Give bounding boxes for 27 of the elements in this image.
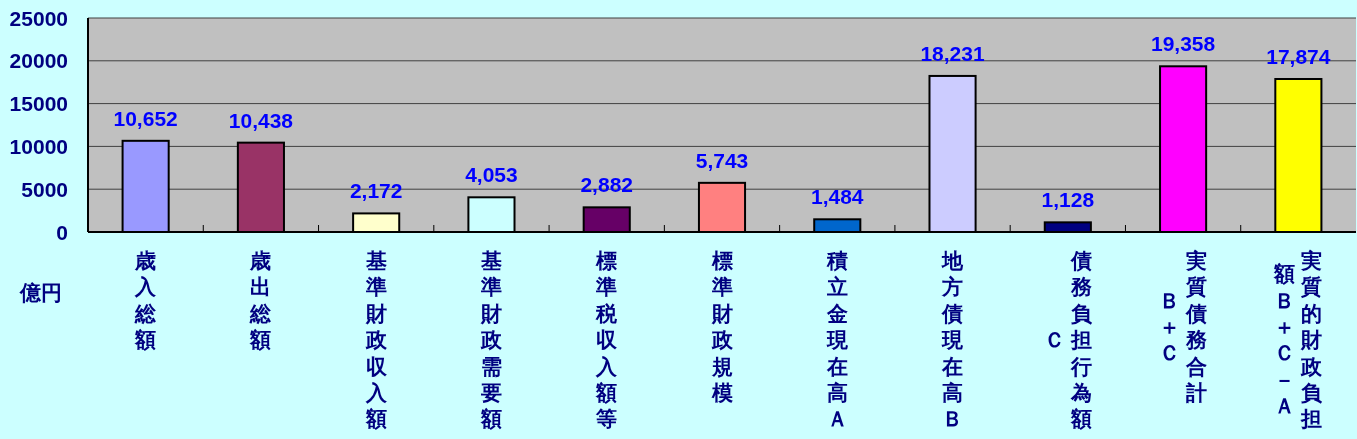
data-label: 1,128 bbox=[1041, 188, 1095, 212]
x-tick-label: 標準税収入額等 bbox=[594, 248, 619, 433]
data-label: 18,231 bbox=[920, 41, 985, 65]
x-tick-label: 積立金現在高Ａ bbox=[825, 248, 849, 433]
y-tick-label: 20000 bbox=[9, 49, 68, 73]
y-tick-label: 25000 bbox=[9, 6, 68, 30]
y-tick-label: 10000 bbox=[9, 134, 68, 158]
x-tick-label: 歳出総額 bbox=[248, 248, 273, 354]
data-label: 4,053 bbox=[465, 163, 518, 187]
data-label: 2,882 bbox=[580, 173, 633, 197]
data-label: 17,874 bbox=[1266, 45, 1331, 68]
x-tick-label: 基準財政需要額 bbox=[479, 248, 503, 433]
x-tick-label: 地方債現在高Ｂ bbox=[940, 248, 965, 433]
y-axis-title: 億円 bbox=[20, 281, 62, 304]
data-label: 19,358 bbox=[1150, 32, 1216, 56]
data-label: 5,743 bbox=[695, 148, 749, 172]
data-label: 10,652 bbox=[113, 106, 178, 130]
y-tick-label: 15000 bbox=[9, 92, 68, 116]
x-tick-label: 債務負担行為額Ｃ bbox=[1042, 248, 1093, 433]
data-label: 2,172 bbox=[349, 179, 403, 203]
data-label: 1,484 bbox=[811, 185, 864, 209]
x-tick-label: 標準財政規模 bbox=[710, 248, 734, 407]
x-tick-label: 基準財政収入額 bbox=[364, 248, 388, 433]
x-tick-label: 歳入総額 bbox=[133, 248, 158, 354]
y-tick-label: 5000 bbox=[21, 177, 68, 201]
y-tick-label: 0 bbox=[56, 220, 68, 244]
data-label: 10,438 bbox=[228, 108, 294, 132]
